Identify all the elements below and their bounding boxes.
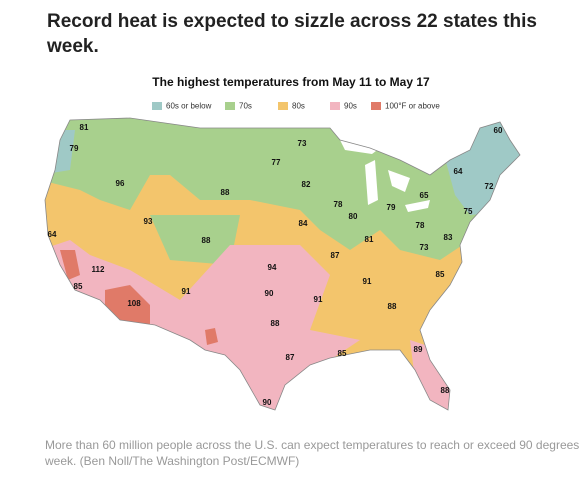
temp-label: 112 (92, 265, 105, 274)
temp-label: 94 (268, 263, 277, 272)
region-70s (150, 215, 240, 265)
temp-label: 90 (265, 289, 274, 298)
lake (340, 140, 380, 154)
legend-swatch (330, 102, 340, 110)
legend-label: 60s or below (166, 102, 212, 111)
temp-label: 88 (202, 236, 211, 245)
temp-label: 82 (302, 180, 311, 189)
temp-label: 64 (454, 167, 463, 176)
temp-label: 93 (144, 217, 153, 226)
map-title: The highest temperatures from May 11 to … (152, 75, 430, 89)
temp-label: 80 (349, 212, 358, 221)
temp-label: 77 (272, 158, 281, 167)
temp-label: 79 (70, 144, 79, 153)
legend-swatch (225, 102, 235, 110)
temp-label: 84 (299, 219, 308, 228)
temp-label: 81 (80, 123, 89, 132)
legend-swatch (371, 102, 381, 110)
lake (405, 200, 430, 212)
temp-label: 64 (48, 230, 57, 239)
legend-label: 90s (344, 102, 357, 111)
temp-label: 73 (298, 139, 307, 148)
temp-label: 87 (286, 353, 295, 362)
temp-label: 79 (387, 203, 396, 212)
region-100 (60, 250, 80, 280)
legend-label: 100°F or above (385, 102, 440, 111)
temp-label: 96 (116, 179, 125, 188)
temp-label: 85 (74, 282, 83, 291)
legend-label: 70s (239, 102, 252, 111)
temp-label: 72 (485, 182, 494, 191)
temp-label: 81 (365, 235, 374, 244)
temp-label: 88 (221, 188, 230, 197)
legend: 60s or below 70s 80s 90s 100°F or above (152, 102, 440, 111)
headline-line-2: week. (46, 36, 99, 57)
temp-label: 65 (420, 191, 429, 200)
temp-label: 75 (464, 207, 473, 216)
headline-line-1: Record heat is expected to sizzle across… (47, 11, 537, 32)
temp-label: 73 (420, 243, 429, 252)
temp-label: 88 (271, 319, 280, 328)
temp-label: 90 (263, 398, 272, 407)
temp-label: 78 (416, 221, 425, 230)
lake (365, 160, 378, 205)
temp-label: 91 (182, 287, 191, 296)
legend-swatch (152, 102, 162, 110)
temp-label: 88 (441, 386, 450, 395)
temp-label: 78 (334, 200, 343, 209)
caption-line-1: More than 60 million people across the U… (45, 438, 581, 452)
temp-label: 87 (331, 251, 340, 260)
temp-label: 88 (388, 302, 397, 311)
region-100 (205, 328, 218, 345)
temp-label: 60 (494, 126, 503, 135)
lake (388, 170, 410, 192)
legend-label: 80s (292, 102, 305, 111)
temp-label: 85 (338, 349, 347, 358)
temp-label: 91 (363, 277, 372, 286)
temperature-labels: 81 79 73 60 77 64 96 88 82 72 65 78 75 7… (48, 123, 503, 407)
region-90s (45, 240, 360, 410)
temp-label: 91 (314, 295, 323, 304)
region-100 (105, 285, 150, 325)
legend-swatch (278, 102, 288, 110)
temp-label: 89 (414, 345, 423, 354)
temp-label: 83 (444, 233, 453, 242)
temp-label: 108 (127, 299, 141, 308)
us-outline (44, 117, 521, 411)
temp-label: 85 (436, 270, 445, 279)
caption-line-2: week. (Ben Noll/The Washington Post/ECMW… (44, 454, 299, 468)
